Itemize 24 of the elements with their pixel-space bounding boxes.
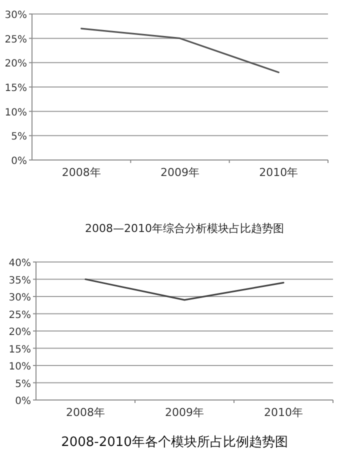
text: 2008-2010年各个模块所占比例趋势图 [61, 435, 288, 450]
x-tick-label: 2008年 [66, 406, 105, 419]
y-tick-label: 30% [4, 10, 27, 21]
x-tick-label: 2009年 [160, 166, 200, 179]
chart-title: 2008—2010年综合分析模块占比趋势图 [85, 222, 284, 235]
y-tick-label: 10% [8, 362, 31, 372]
y-tick-label: 15% [4, 83, 27, 94]
x-tick-label: 2010年 [259, 166, 298, 179]
x-tick-label: 2009年 [165, 406, 204, 419]
y-tick-label: 10% [4, 107, 27, 118]
y-tick-label: 35% [8, 275, 31, 286]
y-tick-label: 20% [8, 327, 31, 338]
y-tick-label: 30% [8, 292, 31, 304]
y-tick-label: 40% [8, 258, 31, 269]
y-tick-label: 15% [8, 344, 31, 356]
y-tick-label: 20% [4, 58, 27, 70]
y-tick-label: 25% [8, 310, 31, 321]
y-tick-label: 5% [11, 132, 27, 143]
y-tick-label: 5% [15, 378, 31, 390]
y-tick-label: 25% [4, 34, 27, 46]
y-tick-label: 0% [15, 396, 31, 407]
x-tick-label: 2010年 [264, 406, 303, 419]
x-tick-label: 2008年 [62, 166, 101, 179]
y-tick-label: 0% [11, 156, 27, 167]
